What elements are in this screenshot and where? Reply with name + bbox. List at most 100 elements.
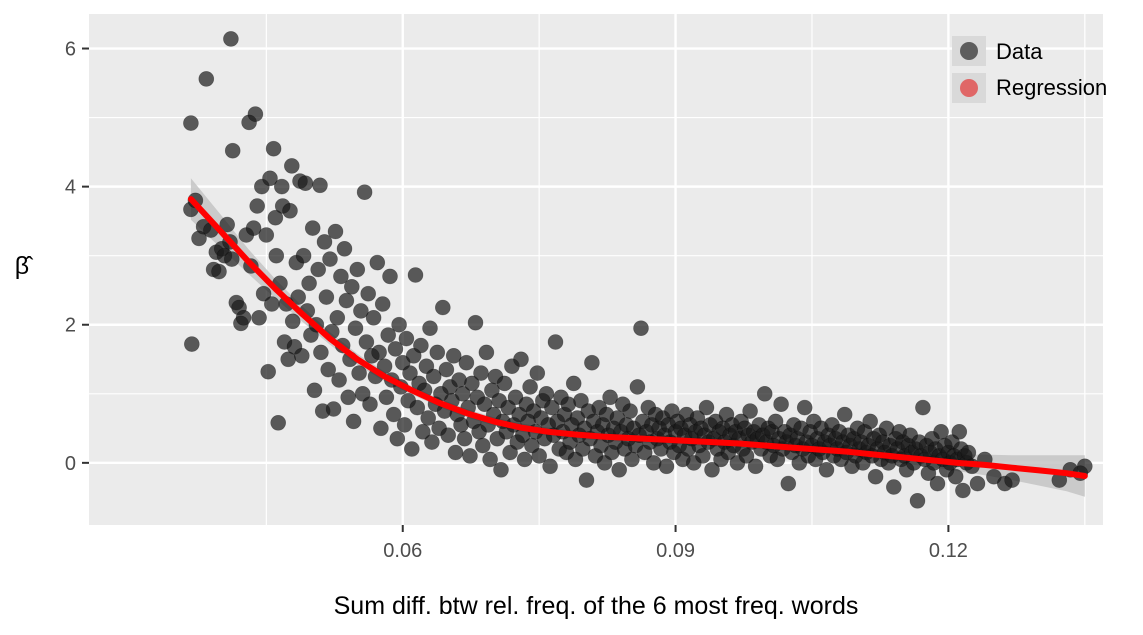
data-point bbox=[420, 410, 437, 426]
data-point bbox=[345, 413, 362, 430]
data-point bbox=[611, 461, 628, 478]
data-point bbox=[596, 455, 613, 471]
regression-line bbox=[187, 196, 1088, 479]
legend: Data Regression bbox=[952, 36, 1107, 103]
data-point bbox=[969, 475, 986, 492]
data-point bbox=[474, 437, 491, 454]
data-point bbox=[354, 385, 371, 402]
data-point bbox=[704, 461, 720, 478]
data-point bbox=[219, 216, 235, 233]
data-point bbox=[389, 430, 406, 447]
data-point bbox=[224, 251, 240, 267]
data-point bbox=[478, 344, 495, 361]
data-point bbox=[425, 368, 442, 385]
x-axis: 0.06 0.09 0.12 bbox=[383, 525, 968, 562]
data-point bbox=[522, 379, 538, 395]
data-point bbox=[320, 361, 337, 378]
data-point bbox=[301, 275, 317, 292]
data-point bbox=[360, 285, 377, 302]
data-point bbox=[429, 344, 446, 361]
data-point bbox=[578, 472, 595, 488]
data-point bbox=[295, 247, 312, 264]
data-point bbox=[306, 382, 323, 399]
x-tick-label: 0.06 bbox=[383, 540, 422, 562]
data-point bbox=[767, 413, 784, 430]
data-point bbox=[349, 261, 366, 278]
data-point bbox=[538, 385, 555, 402]
x-tick-label: 0.12 bbox=[929, 540, 968, 562]
data-point bbox=[493, 461, 509, 478]
data-point bbox=[434, 299, 451, 316]
data-point bbox=[414, 423, 431, 440]
data-point bbox=[398, 330, 415, 347]
data-point bbox=[482, 451, 498, 468]
data-point bbox=[267, 209, 284, 226]
data-point bbox=[313, 344, 329, 361]
data-point bbox=[371, 344, 387, 361]
data-point bbox=[322, 251, 338, 267]
data-point bbox=[445, 347, 462, 364]
data-point bbox=[422, 320, 438, 337]
data-point bbox=[756, 385, 773, 402]
data-point bbox=[183, 115, 199, 131]
data-point bbox=[312, 177, 328, 194]
data-point bbox=[255, 285, 272, 302]
data-point bbox=[391, 316, 407, 333]
data-point bbox=[223, 31, 239, 47]
data-point bbox=[836, 406, 853, 423]
data-point bbox=[409, 399, 426, 416]
data-point bbox=[633, 320, 649, 337]
data-point bbox=[373, 420, 389, 437]
data-point bbox=[258, 227, 275, 243]
data-point bbox=[796, 399, 813, 416]
data-point bbox=[284, 313, 301, 330]
data-point bbox=[297, 175, 314, 191]
data-point bbox=[573, 392, 589, 409]
data-point bbox=[456, 430, 473, 447]
data-point bbox=[270, 414, 287, 431]
data-point bbox=[747, 458, 764, 475]
y-tick-label: 2 bbox=[65, 315, 76, 337]
data-point bbox=[265, 140, 282, 157]
data-point bbox=[929, 475, 946, 492]
data-point bbox=[325, 401, 342, 417]
x-tick-label: 0.09 bbox=[656, 540, 695, 562]
data-point bbox=[695, 448, 711, 464]
data-point bbox=[382, 268, 398, 285]
data-point bbox=[263, 296, 280, 312]
data-point bbox=[402, 365, 418, 381]
data-point bbox=[378, 389, 395, 406]
x-axis-title: Sum diff. btw rel. freq. of the 6 most f… bbox=[334, 592, 859, 620]
data-point bbox=[358, 334, 375, 350]
data-point bbox=[331, 372, 347, 388]
data-point bbox=[351, 365, 367, 381]
data-point bbox=[565, 375, 582, 392]
data-point bbox=[343, 278, 360, 295]
data-point bbox=[329, 309, 346, 326]
data-point bbox=[353, 303, 369, 319]
data-point bbox=[473, 365, 489, 381]
data-point bbox=[245, 220, 262, 236]
data-point bbox=[529, 365, 546, 381]
data-point bbox=[862, 413, 879, 430]
data-point bbox=[780, 475, 797, 492]
data-point bbox=[413, 337, 429, 354]
data-point bbox=[396, 417, 413, 433]
data-point bbox=[742, 403, 758, 419]
data-point bbox=[602, 389, 618, 406]
legend-label-data: Data bbox=[996, 39, 1043, 64]
data-point bbox=[336, 241, 353, 257]
data-point bbox=[476, 396, 493, 413]
data-point bbox=[198, 71, 215, 87]
data-point bbox=[547, 334, 564, 350]
data-point bbox=[211, 263, 227, 280]
data-point bbox=[462, 448, 478, 464]
data-point bbox=[584, 354, 600, 371]
data-point bbox=[567, 451, 584, 468]
data-points bbox=[183, 31, 1093, 509]
data-point bbox=[438, 361, 455, 378]
data-point bbox=[347, 320, 364, 337]
data-point bbox=[224, 142, 241, 159]
data-point bbox=[407, 267, 424, 283]
data-point bbox=[658, 458, 675, 475]
